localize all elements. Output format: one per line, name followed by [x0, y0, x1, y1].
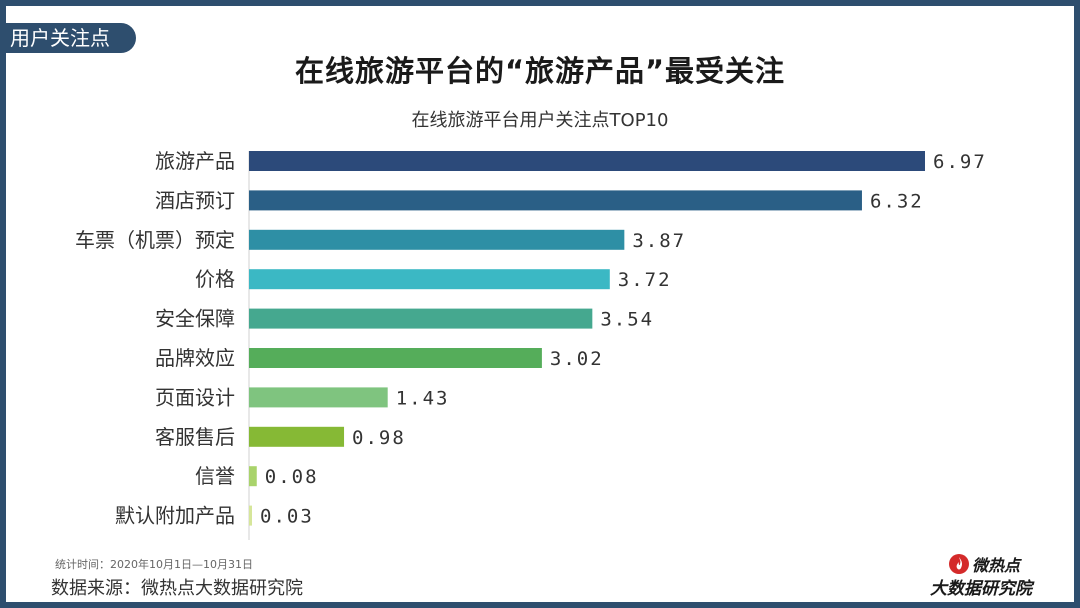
category-label: 酒店预订: [155, 188, 235, 212]
bar: [249, 505, 252, 526]
data-source: 数据来源：微热点大数据研究院: [51, 578, 303, 599]
category-label: 默认附加产品: [115, 504, 235, 528]
category-label: 旅游产品: [155, 149, 235, 173]
chart-title: 在线旅游平台的“旅游产品”最受关注: [294, 54, 786, 88]
logo-subtitle: 大数据研究院: [930, 579, 1032, 599]
bar: [249, 229, 625, 250]
bar: [249, 426, 345, 447]
slide: 用户关注点 在线旅游平台的“旅游产品”最受关注 在线旅游平台用户关注点TOP10…: [6, 6, 1074, 602]
bar: [249, 387, 388, 408]
bar: [249, 269, 610, 290]
data-label: 1.43: [396, 387, 450, 409]
logo-name: 微热点: [972, 556, 1021, 575]
category-label: 页面设计: [155, 385, 235, 409]
data-label: 0.03: [260, 506, 314, 528]
category-label: 信誉: [195, 464, 235, 488]
category-label: 品牌效应: [155, 346, 235, 370]
logo: 微热点: [948, 552, 1020, 576]
bar-chart: 旅游产品 6.97 酒店预订 6.32 车票（机票）预定 3.87 价格 3.72 安全保障 3.…: [75, 149, 987, 540]
data-label: 3.54: [600, 309, 654, 331]
chart-subtitle: 在线旅游平台用户关注点TOP10: [411, 110, 669, 131]
data-label: 0.08: [265, 466, 319, 488]
stat-period-note: 统计时间：2020年10月1日—10月31日: [55, 558, 253, 571]
category-label: 车票（机票）预定: [75, 228, 235, 252]
bar: [249, 190, 862, 211]
category-label: 安全保障: [155, 307, 235, 331]
bar: [249, 308, 593, 329]
bar: [249, 348, 542, 368]
data-label: 6.97: [933, 151, 987, 173]
data-label: 3.87: [632, 230, 686, 252]
data-label: 3.72: [618, 269, 672, 291]
data-label: 0.98: [352, 427, 406, 449]
bar: [249, 466, 257, 487]
data-label: 6.32: [870, 190, 924, 212]
category-label: 价格: [195, 267, 235, 291]
bar: [249, 151, 925, 171]
data-label: 3.02: [550, 348, 604, 370]
category-label: 客服售后: [155, 425, 235, 449]
section-tag: 用户关注点: [6, 23, 136, 53]
flame-logo-icon: [949, 554, 969, 574]
